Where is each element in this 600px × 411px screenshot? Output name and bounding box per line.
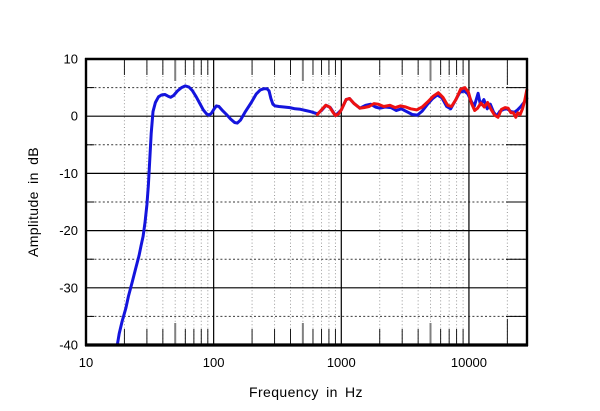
y-tick-label--20: -20 <box>59 223 78 238</box>
x-tick-label-10: 10 <box>79 355 93 370</box>
y-tick-label-10: 10 <box>64 52 78 67</box>
y-axis-title: Amplitude in dB <box>25 147 41 257</box>
y-tick-label--10: -10 <box>59 166 78 181</box>
y-tick-label--30: -30 <box>59 280 78 295</box>
response-curves <box>115 84 529 347</box>
axis-ticks <box>86 59 527 345</box>
x-tick-label-100: 100 <box>203 355 225 370</box>
x-tick-label-1000: 1000 <box>327 355 356 370</box>
blue-trace <box>115 84 529 347</box>
vertical-dotted-gridlines <box>123 59 508 345</box>
y-tick-label-0: 0 <box>71 109 78 124</box>
red-trace <box>315 86 529 119</box>
y-tick-label--40: -40 <box>59 338 78 353</box>
x-axis-title: Frequency in Hz <box>249 384 363 400</box>
x-tick-label-10000: 10000 <box>451 355 487 370</box>
plot-frame <box>84 57 529 347</box>
